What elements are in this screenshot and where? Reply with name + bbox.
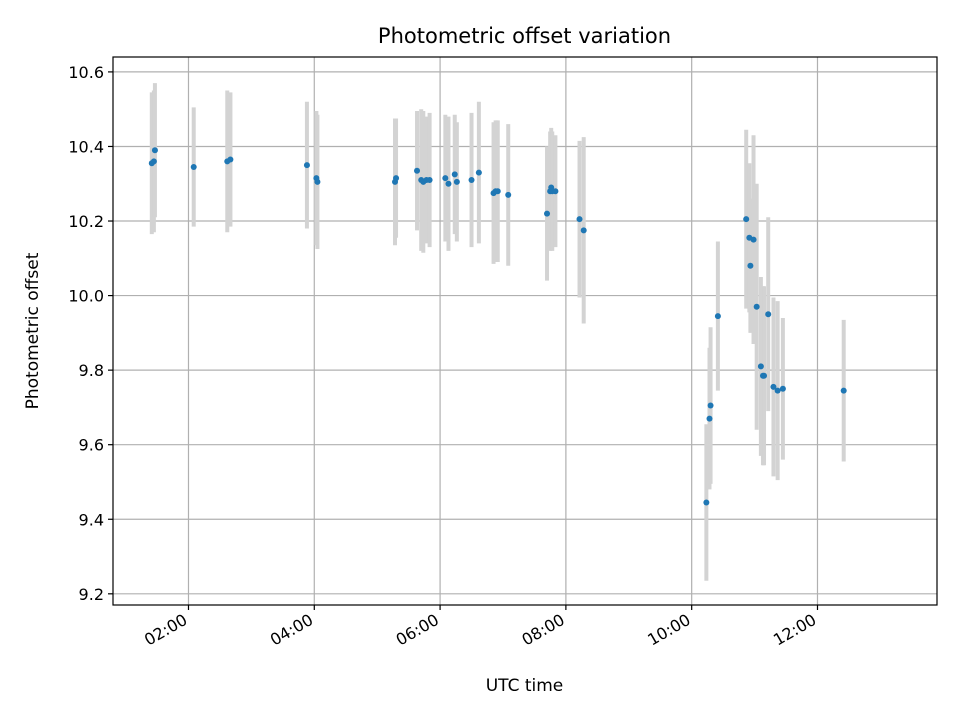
data-point bbox=[468, 177, 475, 184]
plot-frame bbox=[112, 56, 938, 606]
data-point bbox=[445, 180, 452, 187]
data-point bbox=[840, 387, 847, 394]
data-point bbox=[303, 162, 310, 169]
y-tick-label: 9.8 bbox=[79, 361, 104, 380]
grid bbox=[113, 57, 937, 605]
data-point bbox=[414, 167, 421, 174]
data-point bbox=[451, 171, 458, 178]
data-point bbox=[753, 303, 760, 310]
y-tick-label: 10.6 bbox=[68, 63, 104, 82]
data-point bbox=[544, 210, 551, 217]
y-tick-label: 9.4 bbox=[79, 510, 104, 529]
data-point bbox=[761, 372, 768, 379]
data-point bbox=[706, 415, 713, 422]
data-points bbox=[148, 147, 847, 506]
y-axis-label: Photometric offset bbox=[23, 252, 43, 409]
y-tick-label: 10.0 bbox=[68, 287, 104, 306]
data-point bbox=[714, 313, 721, 320]
y-tick-label: 10.4 bbox=[68, 137, 104, 156]
data-point bbox=[442, 175, 449, 182]
data-point bbox=[750, 236, 757, 243]
data-point bbox=[757, 363, 764, 370]
data-point bbox=[774, 387, 781, 394]
data-point bbox=[227, 156, 234, 163]
data-point bbox=[314, 178, 321, 185]
data-point bbox=[580, 227, 587, 234]
data-point bbox=[505, 191, 512, 198]
data-point bbox=[494, 188, 501, 195]
chart-title: Photometric offset variation bbox=[378, 24, 671, 48]
data-point bbox=[453, 178, 460, 185]
data-point bbox=[393, 175, 400, 182]
data-point bbox=[765, 311, 772, 318]
data-point bbox=[770, 383, 777, 390]
data-point bbox=[703, 499, 710, 506]
x-axis-label: UTC time bbox=[486, 676, 564, 696]
data-point bbox=[552, 188, 559, 195]
data-point bbox=[150, 158, 157, 165]
y-tick-label: 10.2 bbox=[68, 212, 104, 231]
data-point bbox=[576, 216, 583, 223]
data-point bbox=[743, 216, 750, 223]
data-point bbox=[190, 163, 197, 170]
y-tick-label: 9.6 bbox=[79, 436, 104, 455]
data-point bbox=[475, 169, 482, 176]
y-ticks: 9.2 9.4 9.6 9.8 10.0 10.2 10.4 10.6 bbox=[68, 63, 113, 604]
data-point bbox=[426, 177, 433, 184]
data-point bbox=[707, 402, 714, 409]
data-point bbox=[747, 262, 754, 269]
data-point bbox=[779, 385, 786, 392]
y-tick-label: 9.2 bbox=[79, 585, 104, 604]
data-point bbox=[151, 147, 158, 154]
